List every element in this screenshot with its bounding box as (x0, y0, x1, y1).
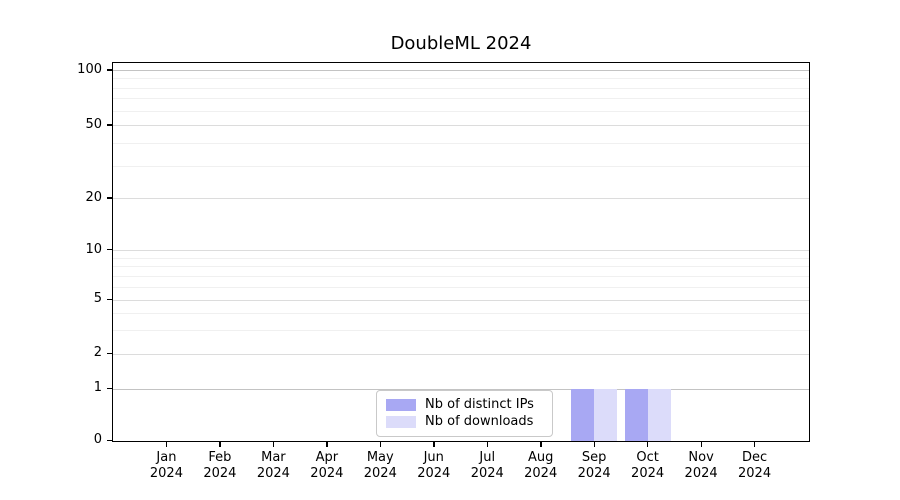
x-tick-label: Dec 2024 (738, 450, 772, 481)
legend-swatch-downloads-icon (386, 416, 416, 428)
y-tick-label: 5 (93, 291, 102, 307)
x-tick-label: Apr 2024 (310, 450, 344, 481)
minor-gridline (113, 165, 809, 167)
minor-gridline (113, 257, 809, 259)
x-tick-mark (647, 442, 649, 447)
x-tick-mark (165, 442, 168, 447)
y-tick-mark (107, 298, 112, 301)
minor-gridline (113, 313, 809, 315)
bar-downloads-sep (594, 388, 618, 441)
y-tick-mark (107, 124, 112, 126)
minor-gridline (113, 330, 809, 332)
legend-label-distinct-ips: Nb of distinct IPs (425, 397, 534, 412)
major-gridline (113, 388, 809, 390)
y-tick-mark (107, 249, 112, 251)
x-tick-mark (379, 442, 382, 447)
legend: Nb of distinct IPs Nb of downloads (376, 390, 553, 437)
y-tick-label: 2 (93, 345, 102, 361)
x-tick-label: Jul 2024 (470, 450, 504, 481)
x-tick-mark (433, 442, 435, 447)
x-tick-mark (700, 442, 702, 447)
x-tick-label: Jun 2024 (417, 450, 451, 481)
x-tick-label: Mar 2024 (256, 450, 290, 481)
major-gridline (113, 197, 809, 199)
minor-gridline (113, 275, 809, 277)
legend-label-downloads: Nb of downloads (425, 414, 534, 429)
minor-gridline (113, 98, 809, 100)
minor-gridline (113, 78, 809, 80)
x-tick-mark (219, 442, 221, 447)
legend-item-distinct-ips: Nb of distinct IPs (386, 397, 543, 413)
major-gridline (113, 300, 809, 301)
bar-distinct-ips-oct (624, 388, 648, 441)
chart-title: DoubleML 2024 (390, 33, 532, 54)
major-gridline (113, 124, 809, 126)
y-tick-mark (107, 197, 112, 199)
major-gridline (113, 249, 809, 251)
y-tick-mark (107, 439, 112, 441)
x-tick-mark (326, 442, 328, 447)
x-tick-label: May 2024 (363, 450, 397, 481)
x-tick-label: Aug 2024 (524, 450, 558, 481)
minor-gridline (113, 110, 809, 112)
major-gridline (113, 69, 809, 71)
minor-gridline (113, 286, 809, 288)
bar-distinct-ips-sep (571, 388, 595, 441)
x-tick-mark (540, 442, 542, 447)
y-tick-mark (107, 69, 112, 71)
y-tick-label: 1 (93, 380, 102, 396)
x-tick-mark (754, 442, 756, 447)
legend-item-downloads: Nb of downloads (386, 414, 543, 430)
y-tick-label: 10 (85, 241, 102, 257)
y-tick-mark (107, 387, 112, 389)
y-tick-label: 20 (85, 189, 102, 205)
minor-gridline (113, 87, 809, 89)
y-tick-label: 0 (93, 432, 102, 447)
plot-area (112, 62, 810, 442)
x-tick-label: Oct 2024 (631, 450, 665, 481)
x-tick-mark (593, 442, 596, 447)
y-tick-mark (107, 352, 112, 355)
x-tick-label: Jan 2024 (149, 450, 183, 481)
minor-gridline (113, 266, 809, 268)
legend-swatch-distinct-ips-icon (386, 399, 416, 411)
bar-downloads-oct (647, 388, 671, 441)
x-tick-mark (486, 442, 489, 447)
x-tick-label: Nov 2024 (684, 450, 718, 481)
major-gridline (113, 353, 809, 355)
x-tick-label: Sep 2024 (577, 450, 611, 481)
y-tick-label: 50 (85, 116, 102, 132)
x-tick-label: Feb 2024 (203, 450, 237, 481)
x-tick-mark (272, 442, 275, 447)
minor-gridline (113, 142, 809, 144)
y-tick-label: 100 (77, 61, 102, 77)
